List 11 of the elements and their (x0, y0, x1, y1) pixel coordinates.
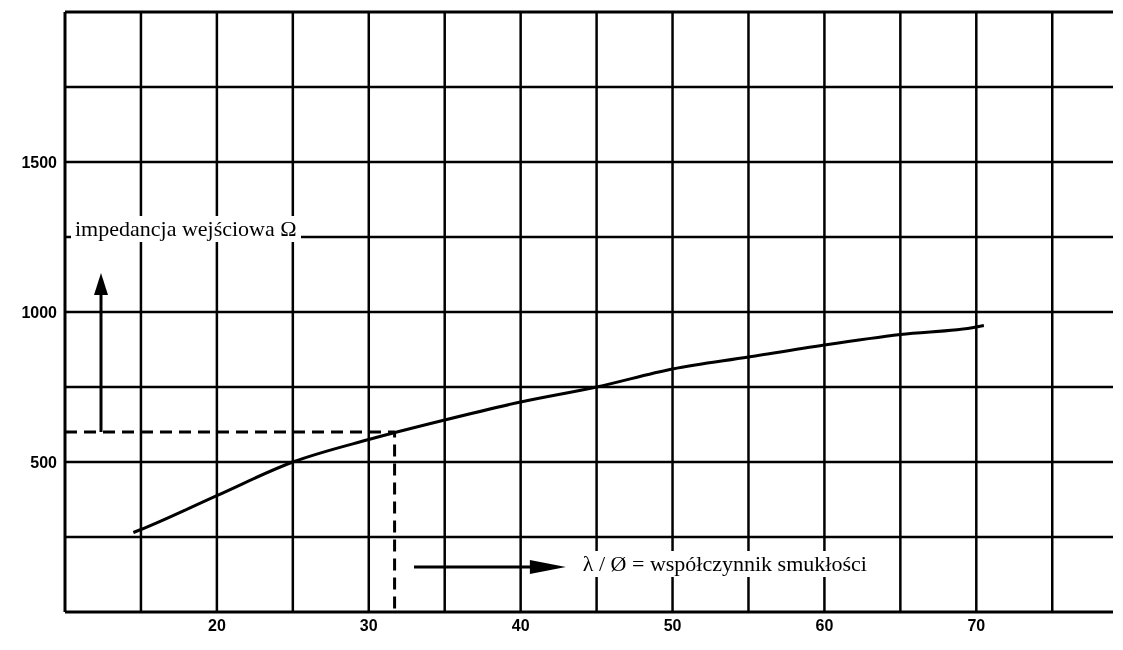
y-tick-label: 1500 (21, 153, 58, 171)
x-tick-label: 30 (359, 617, 378, 635)
x-axis-title: λ / Ø = współczynnik smukłości (576, 551, 873, 577)
x-tick-label: 20 (207, 617, 226, 635)
x-tick-label: 70 (967, 617, 986, 635)
x-tick-label: 60 (815, 617, 834, 635)
y-axis-title: impedancja wejściowa Ω (71, 216, 301, 242)
x-tick-label: 40 (511, 617, 530, 635)
x-tick-label: 50 (663, 617, 682, 635)
y-tick-label: 500 (30, 453, 58, 471)
y-tick-label: 1000 (21, 303, 58, 321)
